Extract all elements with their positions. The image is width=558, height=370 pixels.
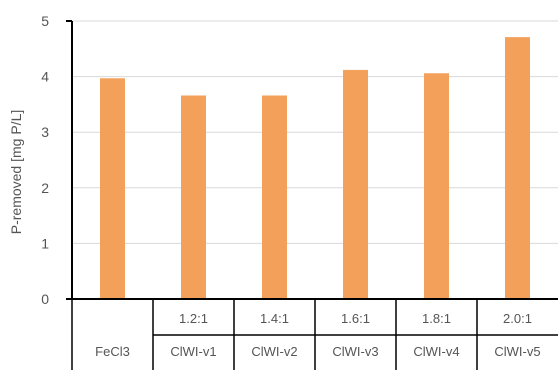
- y-tick-label: 1: [41, 235, 49, 251]
- ratio-label: 1.6:1: [341, 311, 370, 326]
- y-tick-label: 0: [41, 291, 49, 307]
- bar-ClWI-v3: [343, 69, 368, 299]
- y-tick-label: 4: [41, 69, 49, 85]
- ratio-label: 2.0:1: [503, 311, 532, 326]
- category-label: ClWI-v1: [170, 344, 216, 359]
- y-tick-label: 3: [41, 124, 49, 140]
- category-label: FeCl3: [95, 344, 130, 359]
- ratio-label: 1.8:1: [422, 311, 451, 326]
- bar-FeCl3: [100, 78, 125, 299]
- category-label: ClWI-v3: [332, 344, 378, 359]
- category-label: ClWI-v5: [494, 344, 540, 359]
- category-label: ClWI-v4: [413, 344, 459, 359]
- y-tick-labels: 0 1 2 3 4 5: [41, 13, 49, 307]
- ratio-label: 1.2:1: [179, 311, 208, 326]
- y-tick-label: 2: [41, 180, 49, 196]
- axes: [66, 20, 558, 300]
- category-label: ClWI-v2: [251, 344, 297, 359]
- bar-ClWI-v4: [424, 73, 449, 299]
- ratio-label: 1.4:1: [260, 311, 289, 326]
- bar-ClWI-v1: [181, 95, 206, 299]
- category-table: FeCl3 1.2:1 ClWI-v1 1.4:1 ClWI-v2 1.6:1 ClWI-v…: [71, 299, 558, 370]
- bar-ClWI-v5: [505, 37, 530, 300]
- gridlines: [72, 20, 558, 244]
- y-axis-title: P-removed [mg P/L]: [8, 110, 24, 235]
- bar-ClWI-v2: [262, 95, 287, 299]
- y-tick-label: 5: [41, 13, 49, 29]
- bars: [100, 37, 530, 300]
